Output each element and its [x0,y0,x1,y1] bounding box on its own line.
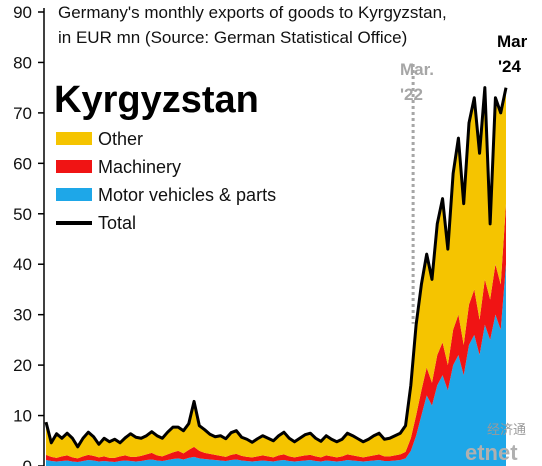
y-tick-label: 20 [13,356,32,375]
legend-label-motor-vehicles: Motor vehicles & parts [98,185,276,205]
legend-label-machinery: Machinery [98,157,181,177]
watermark: 经济通 etnet [465,423,526,465]
total-line [44,86,508,449]
legend: Other Machinery Motor vehicles & parts T… [56,129,276,233]
legend-swatch-motor-vehicles [56,188,92,201]
chart-title-line-1: Germany's monthly exports of goods to Ky… [58,3,447,22]
y-tick-label: 80 [13,53,32,72]
y-tick-label: 40 [13,255,32,274]
watermark-en: etnet [465,440,518,465]
y-tick-label: 60 [13,154,32,173]
annotation-mar22-line1: Mar. [400,60,434,79]
area-motor-vehicles-parts [46,264,506,466]
y-tick-label: 70 [13,104,32,123]
y-tick-label: 0 [23,457,32,466]
legend-swatch-other [56,132,92,145]
y-tick-label: 10 [13,407,32,426]
y-axis: 0 10 20 30 40 50 60 70 80 90 [13,3,44,466]
y-tick-label: 90 [13,3,32,22]
chart-heading: Kyrgyzstan [54,79,259,121]
stacked-areas [46,87,506,466]
legend-label-other: Other [98,129,143,149]
chart-title-line-2: in EUR mn (Source: German Statistical Of… [58,28,407,47]
legend-label-total: Total [98,213,136,233]
y-tick-label: 30 [13,306,32,325]
annotation-mar22-line2: '22 [400,85,423,104]
watermark-cn: 经济通 [487,423,526,438]
y-tick-label: 50 [13,205,32,224]
annotation-mar24-line1: Mar [497,32,528,51]
legend-swatch-machinery [56,160,92,173]
annotation-mar24-line2: '24 [498,57,521,76]
total-line-group [44,86,508,449]
